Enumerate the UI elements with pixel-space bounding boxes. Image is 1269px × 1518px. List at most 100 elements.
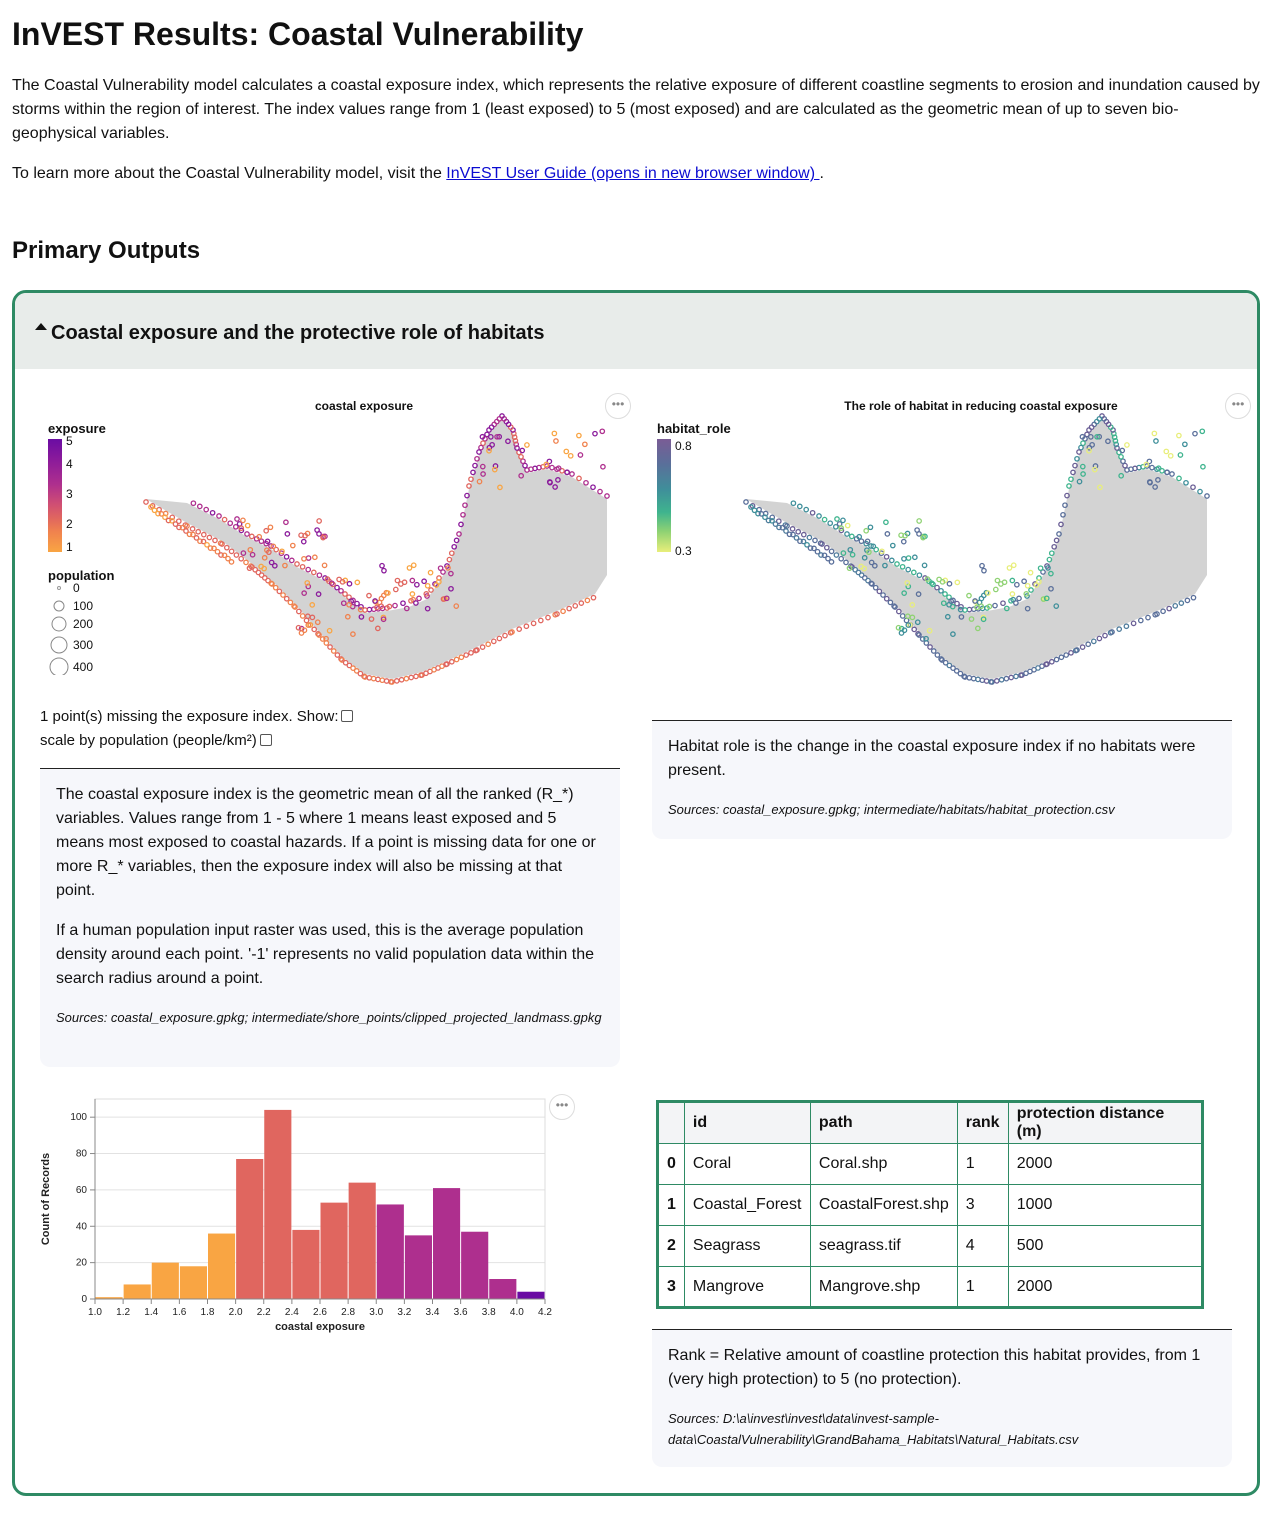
table-cell-path: CoastalForest.shp bbox=[809, 1184, 958, 1226]
shore-point bbox=[437, 565, 444, 572]
shore-point bbox=[443, 595, 450, 602]
shore-point bbox=[809, 509, 816, 516]
scale-population-checkbox[interactable] bbox=[259, 734, 272, 746]
shore-point bbox=[545, 614, 551, 621]
shore-point bbox=[1044, 661, 1050, 667]
habitat-map-actions-button[interactable]: ••• bbox=[1225, 393, 1251, 419]
shore-point bbox=[992, 602, 998, 609]
table-cell-id: Seagrass bbox=[683, 1225, 811, 1267]
table-cell-index: 1 bbox=[657, 1184, 685, 1226]
table-cell-id: Coral bbox=[683, 1143, 811, 1185]
shore-point bbox=[953, 668, 960, 674]
shore-point bbox=[480, 440, 486, 447]
shore-point bbox=[1010, 562, 1017, 569]
scale-population-text: scale by population (people/km²) bbox=[40, 732, 257, 749]
shore-point bbox=[172, 521, 179, 527]
shore-point bbox=[863, 527, 870, 534]
histogram-actions-button[interactable]: ••• bbox=[549, 1094, 575, 1120]
shore-point bbox=[479, 644, 486, 650]
shore-point bbox=[416, 595, 422, 602]
habitat-legend-min: 0.3 bbox=[675, 544, 692, 558]
shore-point bbox=[1137, 617, 1144, 624]
shore-point bbox=[576, 432, 582, 439]
shore-point bbox=[876, 588, 883, 595]
shore-point bbox=[485, 641, 492, 648]
shore-point bbox=[998, 676, 1005, 683]
shore-point bbox=[748, 504, 754, 510]
shore-point bbox=[1118, 472, 1125, 479]
x-tick-label: 4.2 bbox=[538, 1307, 552, 1318]
shore-point bbox=[409, 591, 416, 597]
shore-point bbox=[468, 649, 474, 656]
shore-point bbox=[175, 518, 182, 525]
y-tick-label: 20 bbox=[76, 1258, 88, 1269]
exposure-histogram: 0 20 40 60 80 100 1.0 1.2 1.4 1.6 1.8 2.0 2.2 2.4 2.6 2… bbox=[39, 1089, 599, 1339]
shore-point bbox=[301, 590, 308, 596]
shore-point bbox=[828, 559, 835, 565]
shore-point bbox=[772, 521, 779, 527]
shore-point bbox=[463, 652, 470, 658]
shore-point bbox=[1155, 465, 1162, 472]
shore-point bbox=[386, 603, 393, 610]
x-tick-label: 1.8 bbox=[201, 1307, 215, 1318]
shore-point bbox=[427, 569, 434, 576]
table-cell-index: 3 bbox=[657, 1266, 685, 1308]
shore-point bbox=[755, 510, 761, 517]
shore-point bbox=[1124, 467, 1130, 473]
shore-point bbox=[814, 548, 821, 555]
shore-point bbox=[453, 537, 460, 544]
shore-point bbox=[184, 523, 190, 529]
shore-point bbox=[869, 581, 875, 587]
shore-point bbox=[1092, 463, 1099, 469]
shore-point bbox=[1062, 502, 1068, 509]
shore-point bbox=[1119, 447, 1126, 454]
habitat-map-plot[interactable] bbox=[651, 389, 1251, 701]
shore-point bbox=[916, 632, 922, 638]
shore-point bbox=[1153, 438, 1159, 444]
shore-point bbox=[1111, 434, 1118, 441]
habitat-legend-title: habitat_role bbox=[657, 421, 731, 436]
user-guide-link[interactable]: InVEST User Guide (opens in new browser … bbox=[446, 165, 820, 182]
shore-point bbox=[1155, 477, 1161, 483]
learn-more-paragraph: To learn more about the Coastal Vulnerab… bbox=[12, 162, 824, 186]
shore-point bbox=[227, 520, 234, 527]
shore-point bbox=[179, 524, 186, 531]
histogram-bar bbox=[376, 1204, 404, 1299]
shore-point bbox=[464, 492, 470, 499]
shore-point bbox=[309, 602, 316, 608]
shore-point bbox=[240, 517, 246, 524]
shore-point bbox=[1130, 620, 1137, 627]
shore-point bbox=[357, 670, 364, 677]
shore-point bbox=[472, 462, 478, 469]
shore-point bbox=[930, 581, 936, 588]
shore-point bbox=[1172, 602, 1179, 609]
shore-point bbox=[207, 545, 214, 551]
exposure-map-plot[interactable] bbox=[39, 389, 639, 701]
exposure-map-actions-button[interactable]: ••• bbox=[605, 393, 631, 419]
shore-point bbox=[873, 546, 880, 553]
shore-point bbox=[1113, 441, 1120, 448]
show-missing-checkbox[interactable] bbox=[341, 710, 354, 722]
shore-point bbox=[344, 613, 351, 620]
shore-point bbox=[273, 546, 280, 553]
shore-point bbox=[938, 587, 944, 594]
shore-point bbox=[476, 449, 482, 455]
shore-point bbox=[833, 552, 840, 558]
shore-point bbox=[300, 538, 307, 545]
shore-point bbox=[342, 659, 349, 666]
shore-point bbox=[316, 572, 323, 579]
shore-point bbox=[566, 605, 573, 612]
shore-point bbox=[916, 518, 922, 524]
histogram-plot[interactable]: 0 20 40 60 80 100 1.0 1.2 1.4 1.6 1.8 2.0 2.2 2.4 2.6 2… bbox=[39, 1089, 599, 1339]
shore-point bbox=[1109, 629, 1115, 635]
shore-point bbox=[762, 514, 768, 521]
panel-header-toggle[interactable]: Coastal exposure and the protective role… bbox=[15, 293, 1257, 369]
histogram-bar bbox=[489, 1279, 517, 1299]
shore-point bbox=[319, 636, 326, 642]
shore-point bbox=[930, 648, 937, 654]
shore-point bbox=[514, 445, 520, 451]
shore-point bbox=[552, 484, 558, 490]
shore-point bbox=[1079, 644, 1086, 650]
x-tick-label: 1.6 bbox=[172, 1307, 186, 1318]
shore-point bbox=[1192, 430, 1198, 437]
